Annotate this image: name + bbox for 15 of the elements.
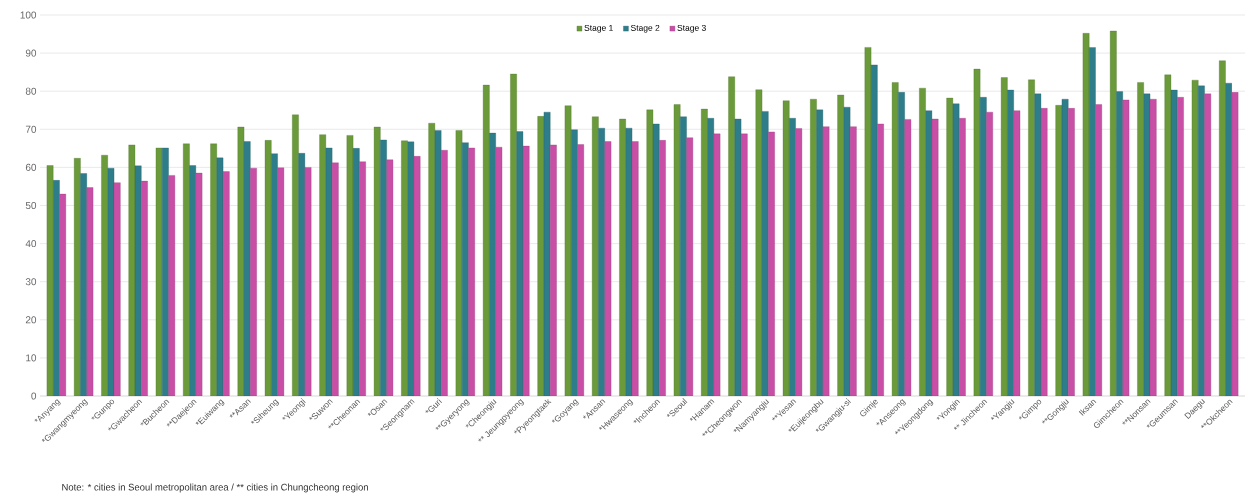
y-tick-label: 10: [26, 354, 37, 362]
y-tick-label: 100: [20, 11, 37, 19]
y-tick-label: 0: [31, 392, 37, 400]
y-tick-label: 60: [25, 163, 37, 171]
text: Note: * cities in Seoul metropolitan area / ** cities in Chungcheong region: [62, 483, 368, 493]
y-tick-label: 50: [25, 201, 37, 210]
legend-label: Stage 2: [630, 24, 660, 33]
y-tick-label: 80: [25, 87, 37, 95]
y-tick-label: 30: [25, 278, 37, 286]
y-tick-label: 70: [25, 125, 37, 133]
y-tick-label: 90: [25, 49, 37, 57]
y-tick-label: 20: [25, 316, 37, 324]
legend-label: Stage 1: [584, 24, 613, 33]
y-tick-label: 40: [25, 240, 37, 248]
legend-label: Stage 3: [677, 24, 706, 33]
